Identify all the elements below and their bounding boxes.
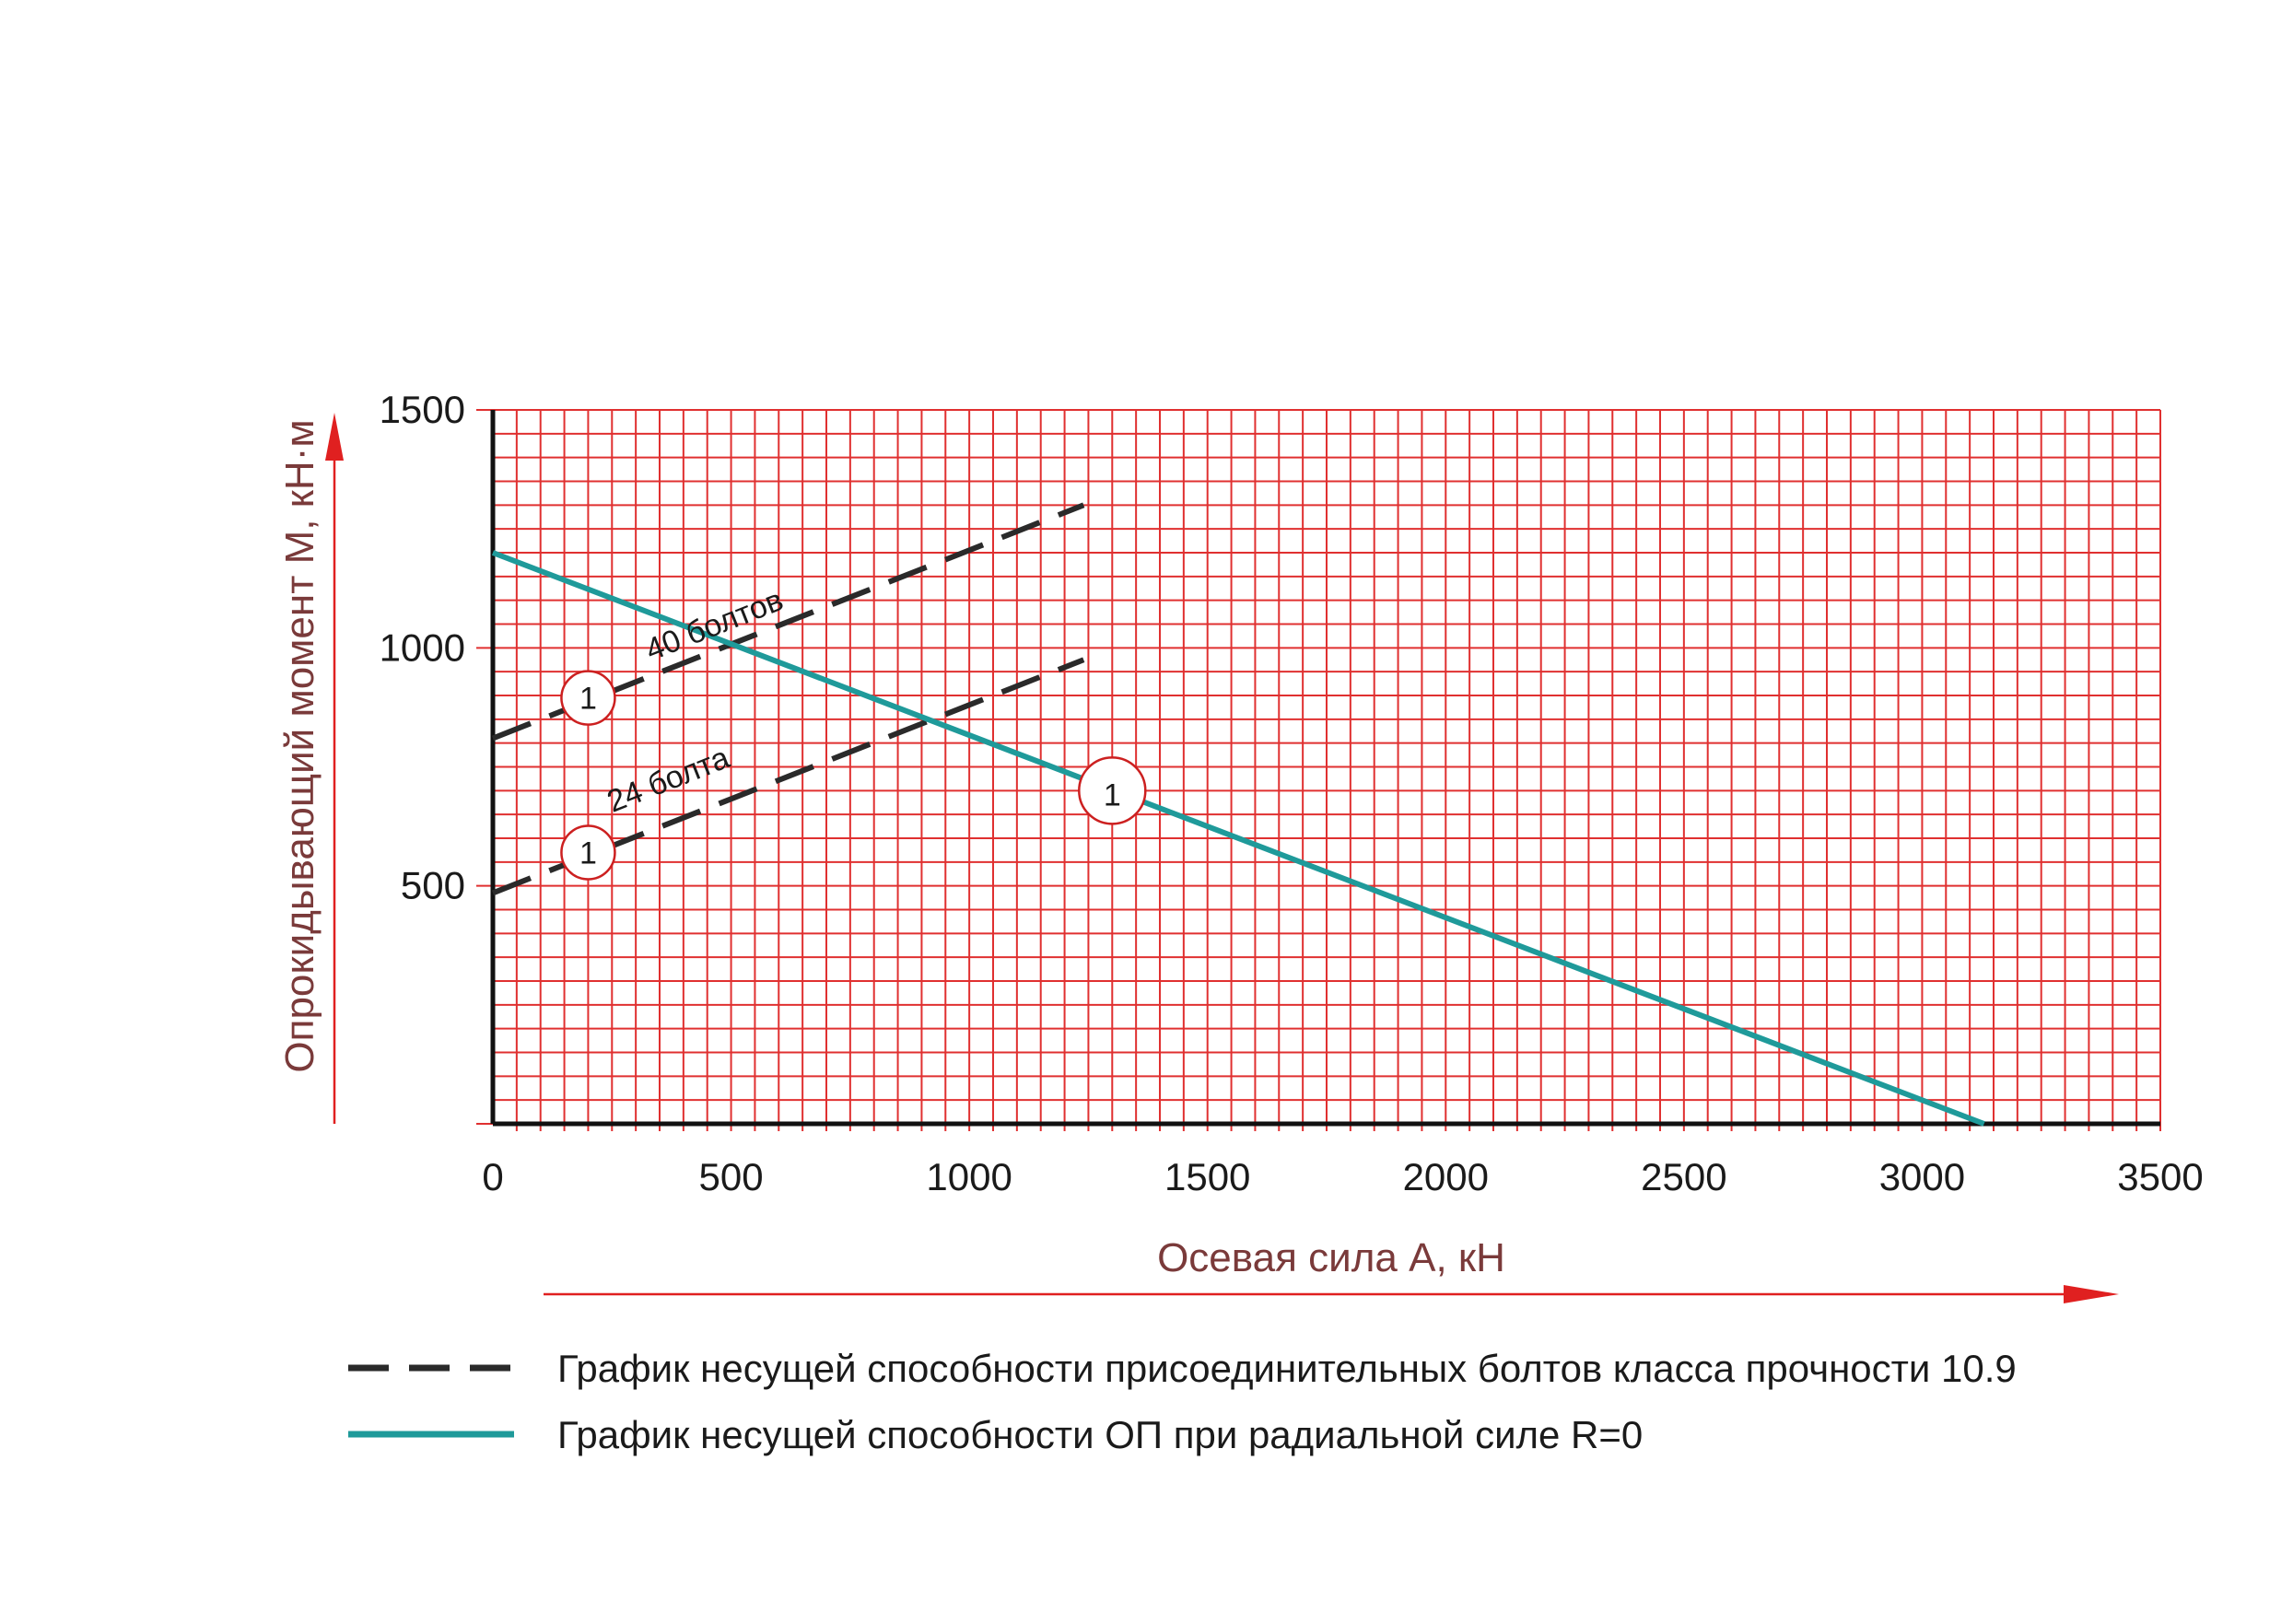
x-tick-label: 2500 bbox=[1641, 1155, 1726, 1198]
y-axis-arrow-head bbox=[325, 413, 344, 461]
x-axis-title: Осевая сила А, кН bbox=[1157, 1235, 1505, 1280]
series-marker-label: 1 bbox=[579, 836, 597, 871]
x-tick-label: 3500 bbox=[2117, 1155, 2203, 1198]
solid-series-line bbox=[491, 550, 1985, 1127]
x-tick-label: 500 bbox=[699, 1155, 764, 1198]
series-marker-circle bbox=[560, 670, 616, 726]
legend: График несущей способности присоединител… bbox=[348, 1347, 2017, 1456]
y-tick-label: 500 bbox=[401, 864, 465, 907]
x-tick-label: 0 bbox=[482, 1155, 503, 1198]
series-label: 24 болта bbox=[602, 740, 734, 819]
series-marker-label: 1 bbox=[579, 682, 597, 717]
axis-arrows bbox=[325, 413, 2119, 1303]
series-marker-circle bbox=[1078, 756, 1147, 825]
series-marker-label: 1 bbox=[1104, 777, 1121, 812]
dashed-series-line bbox=[491, 657, 1085, 896]
y-axis-title: Опрокидывающий момент М, кН·м bbox=[277, 419, 322, 1072]
legend-label: График несущей способности ОП при радиал… bbox=[557, 1413, 1643, 1456]
tick-labels: 0 500 1000 1500 2000 2500 3000 3500 500 1000 1500 bbox=[380, 388, 2204, 1198]
dashed-series-line bbox=[491, 502, 1085, 742]
x-axis-arrow-head bbox=[2064, 1285, 2119, 1303]
x-tick-label: 3000 bbox=[1879, 1155, 1965, 1198]
legend-label: График несущей способности присоединител… bbox=[557, 1347, 2017, 1390]
axes bbox=[490, 410, 2160, 1127]
y-tick-label: 1000 bbox=[380, 625, 465, 669]
y-tick-label: 1500 bbox=[380, 388, 465, 431]
series-marker-circle bbox=[560, 824, 616, 881]
series-lines bbox=[491, 502, 1985, 1127]
x-tick-label: 1500 bbox=[1164, 1155, 1250, 1198]
series-markers: 1 1 1 bbox=[560, 670, 1147, 881]
x-tick-label: 2000 bbox=[1403, 1155, 1489, 1198]
x-tick-label: 1000 bbox=[926, 1155, 1012, 1198]
